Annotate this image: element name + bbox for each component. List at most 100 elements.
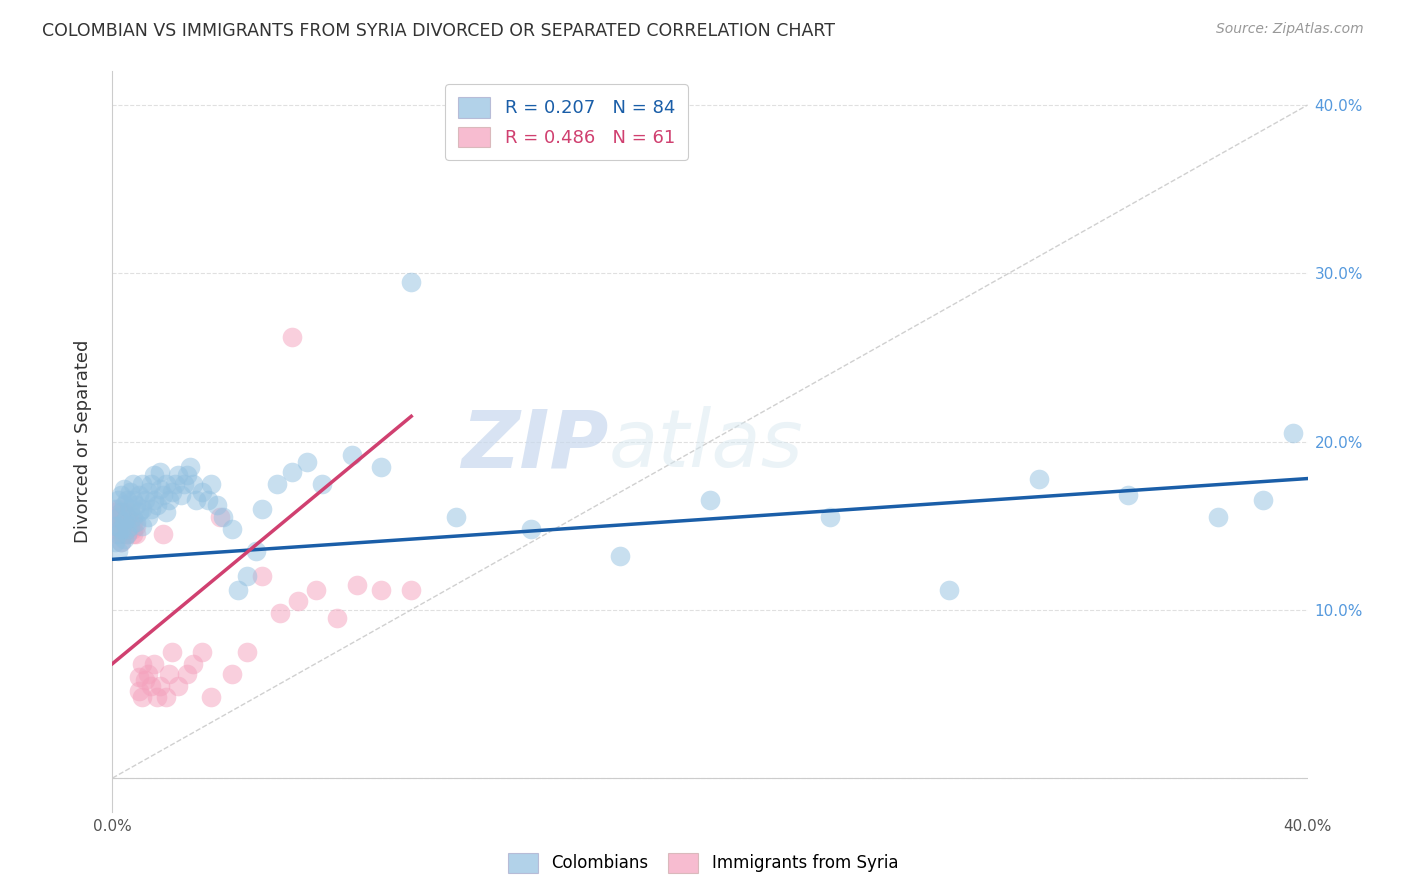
Point — [134, 673, 156, 688]
Point — [444, 510, 467, 524]
Point — [131, 476, 153, 491]
Point — [205, 499, 228, 513]
Point — [128, 683, 150, 698]
Point — [110, 488, 132, 502]
Point — [1281, 426, 1303, 441]
Point — [131, 518, 153, 533]
Point — [138, 485, 160, 500]
Point — [179, 459, 201, 474]
Point — [266, 476, 288, 491]
Point — [104, 510, 127, 524]
Point — [146, 499, 169, 513]
Point — [141, 679, 163, 693]
Point — [167, 679, 190, 693]
Point — [117, 522, 139, 536]
Point — [311, 476, 333, 491]
Point — [1206, 510, 1229, 524]
Point — [117, 510, 139, 524]
Point — [107, 510, 129, 524]
Point — [120, 505, 142, 519]
Point — [281, 330, 304, 344]
Point — [520, 522, 543, 536]
Point — [114, 516, 135, 530]
Point — [117, 527, 139, 541]
Point — [173, 476, 195, 491]
Point — [152, 527, 174, 541]
Point — [699, 493, 721, 508]
Point — [149, 482, 172, 496]
Point — [170, 488, 193, 502]
Point — [122, 522, 145, 536]
Point — [200, 476, 222, 491]
Point — [157, 666, 180, 681]
Point — [340, 448, 363, 462]
Point — [107, 516, 129, 530]
Point — [122, 476, 145, 491]
Point — [186, 493, 208, 508]
Point — [370, 459, 392, 474]
Point — [149, 465, 172, 479]
Point — [1251, 493, 1274, 508]
Point — [141, 501, 163, 516]
Point — [104, 535, 127, 549]
Point — [128, 488, 150, 502]
Point — [107, 518, 129, 533]
Legend: R = 0.207   N = 84, R = 0.486   N = 61: R = 0.207 N = 84, R = 0.486 N = 61 — [446, 84, 688, 160]
Y-axis label: Divorced or Separated: Divorced or Separated — [73, 340, 91, 543]
Point — [609, 549, 631, 563]
Point — [221, 522, 243, 536]
Point — [107, 501, 129, 516]
Point — [143, 657, 166, 671]
Point — [155, 505, 177, 519]
Point — [287, 594, 309, 608]
Point — [117, 510, 139, 524]
Point — [120, 485, 142, 500]
Point — [134, 493, 156, 508]
Point — [117, 493, 139, 508]
Legend: Colombians, Immigrants from Syria: Colombians, Immigrants from Syria — [501, 847, 905, 880]
Point — [200, 690, 222, 705]
Text: COLOMBIAN VS IMMIGRANTS FROM SYRIA DIVORCED OR SEPARATED CORRELATION CHART: COLOMBIAN VS IMMIGRANTS FROM SYRIA DIVOR… — [42, 22, 835, 40]
Point — [125, 518, 148, 533]
Point — [107, 544, 129, 558]
Point — [110, 510, 132, 524]
Point — [107, 493, 129, 508]
Point — [125, 499, 148, 513]
Point — [125, 516, 148, 530]
Point — [107, 527, 129, 541]
Point — [181, 657, 204, 671]
Point — [120, 518, 142, 533]
Point — [165, 476, 187, 491]
Point — [1118, 488, 1140, 502]
Point — [104, 518, 127, 533]
Point — [236, 569, 259, 583]
Point — [221, 666, 243, 681]
Point — [131, 501, 153, 516]
Point — [125, 527, 148, 541]
Point — [281, 465, 304, 479]
Point — [370, 582, 392, 597]
Point — [181, 476, 204, 491]
Point — [117, 527, 139, 541]
Point — [122, 493, 145, 508]
Point — [191, 645, 214, 659]
Point — [162, 645, 183, 659]
Point — [104, 505, 127, 519]
Point — [212, 510, 235, 524]
Point — [157, 493, 180, 508]
Point — [122, 516, 145, 530]
Point — [149, 679, 172, 693]
Point — [250, 501, 273, 516]
Point — [114, 516, 135, 530]
Point — [305, 582, 328, 597]
Point — [110, 505, 132, 519]
Point — [152, 488, 174, 502]
Text: atlas: atlas — [609, 406, 803, 484]
Point — [114, 522, 135, 536]
Point — [138, 510, 160, 524]
Point — [162, 485, 183, 500]
Point — [114, 527, 135, 541]
Point — [146, 690, 169, 705]
Point — [155, 476, 177, 491]
Point — [120, 522, 142, 536]
